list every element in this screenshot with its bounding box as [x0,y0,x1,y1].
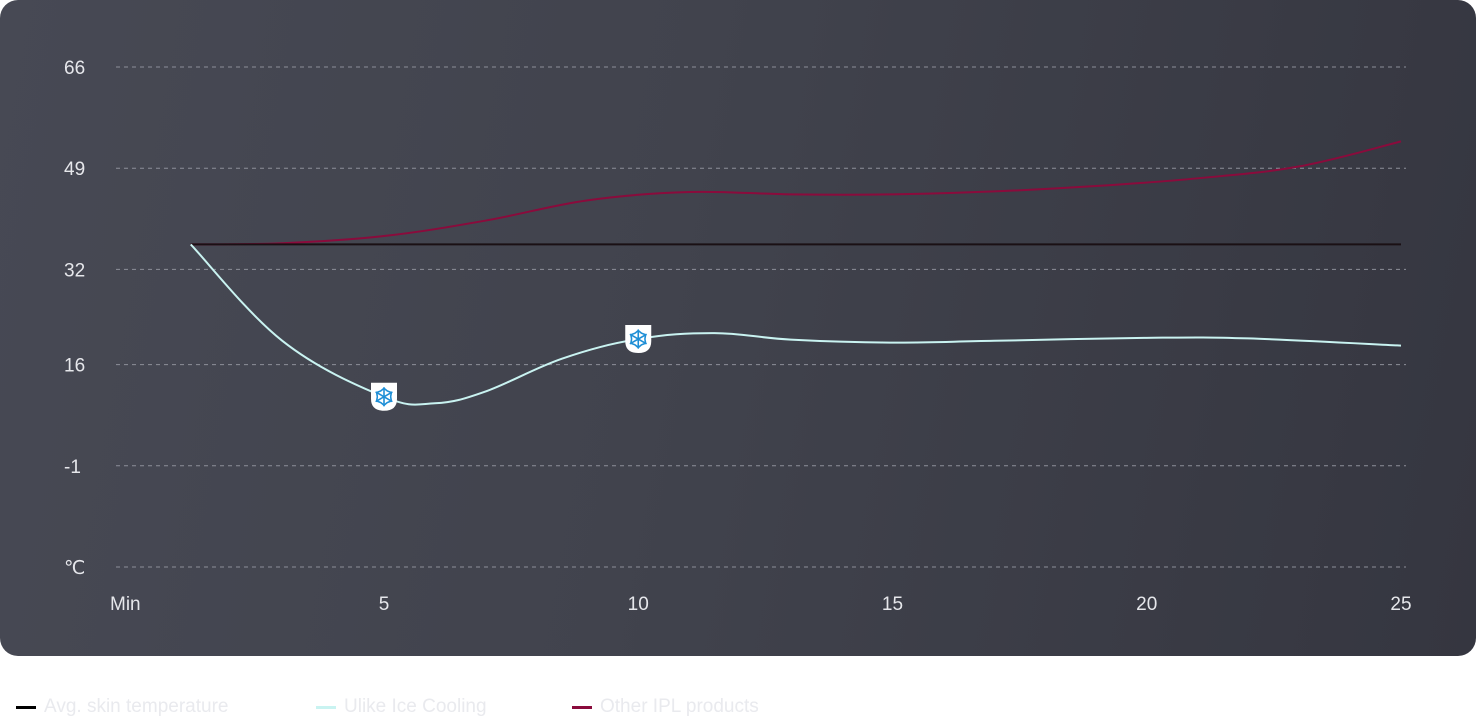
x-tick-label: 25 [1390,594,1411,615]
legend-item-other-ipl-products: Other IPL products [572,696,759,718]
temperature-chart: 66 49 32 16 -1 ℃ Min 5 10 15 20 25 [64,58,1412,615]
legend-label-ulike: Ulike Ice Cooling [344,696,487,717]
legend-swatch-ulike [316,705,336,709]
series-line-ulike-ice-cooling [190,243,1402,406]
y-tick-label: 16 [64,356,85,377]
x-tick-label: 20 [1136,594,1157,615]
legend-label-other: Other IPL products [600,696,759,717]
chart-legend: Avg. skin temperature Ulike Ice Cooling … [0,688,1476,720]
legend-swatch-avg [16,705,36,709]
y-tick-label: 49 [64,159,85,180]
legend-swatch-other [572,705,592,709]
legend-item-ulike-ice-cooling: Ulike Ice Cooling [316,696,487,718]
chart-card: 66 49 32 16 -1 ℃ Min 5 10 15 20 25 [0,0,1476,656]
snowflake-icon [625,325,652,354]
y-tick-label: -1 [64,457,81,478]
y-tick-label: 66 [64,58,85,79]
y-tick-label: 32 [64,260,85,281]
series-line-other-ipl-products [190,140,1402,246]
snowflake-glyph [375,386,393,407]
legend-label-avg: Avg. skin temperature [44,696,229,717]
x-tick-label: 15 [882,594,903,615]
snowflake-icon [371,382,397,411]
snowflake-glyph [629,329,647,349]
x-axis-label: Min [110,594,141,615]
x-tick-label: 5 [379,594,390,615]
legend-item-avg-skin-temperature: Avg. skin temperature [16,696,228,718]
y-unit-label: ℃ [64,558,85,579]
x-tick-label: 10 [628,594,649,615]
